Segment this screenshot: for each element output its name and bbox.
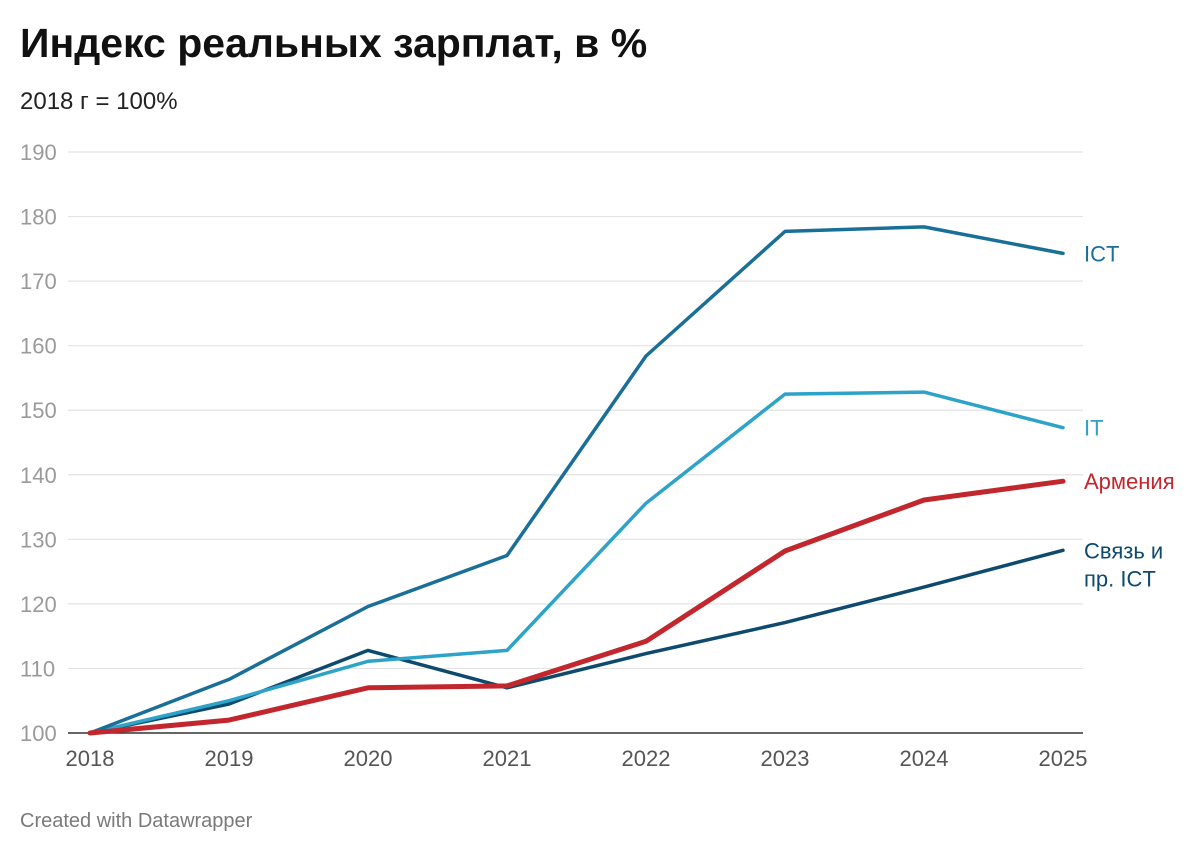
series-line-1 <box>88 225 1065 735</box>
x-tick-label: 2018 <box>66 746 115 771</box>
y-tick-label: 190 <box>20 140 57 165</box>
x-tick-label: 2025 <box>1039 746 1088 771</box>
series-label-4: Связь и <box>1084 538 1163 563</box>
series-label-3: Армения <box>1084 469 1175 494</box>
x-tick-label: 2019 <box>205 746 254 771</box>
y-tick-label: 170 <box>20 269 57 294</box>
series-labels: ICT IT Армения Связь и пр. ICT <box>1084 241 1175 591</box>
series-label-4: пр. ICT <box>1084 566 1156 591</box>
series-label-2: IT <box>1084 416 1104 441</box>
y-tick-label: 110 <box>20 656 55 681</box>
x-tick-label: 2024 <box>900 746 949 771</box>
series-line-3 <box>87 478 1066 736</box>
x-axis: 2018 2019 2020 2021 2022 2023 2024 2025 <box>66 746 1088 771</box>
y-tick-label: 100 <box>20 721 57 746</box>
y-tick-label: 130 <box>20 527 57 552</box>
x-tick-label: 2022 <box>622 746 671 771</box>
chart-subtitle: 2018 г = 100% <box>20 88 178 115</box>
y-tick-label: 180 <box>20 205 57 230</box>
y-axis: 100 110 120 130 140 150 160 170 180 190 <box>20 140 57 746</box>
chart-title: Индекс реальных зарплат, в % <box>20 20 648 66</box>
y-tick-label: 140 <box>20 463 57 488</box>
y-tick-label: 150 <box>20 398 57 423</box>
x-tick-label: 2021 <box>483 746 532 771</box>
x-tick-label: 2023 <box>761 746 810 771</box>
series-lines <box>87 225 1066 736</box>
x-tick-label: 2020 <box>344 746 393 771</box>
grid-lines <box>68 151 1083 734</box>
y-tick-label: 160 <box>20 334 57 359</box>
y-tick-label: 120 <box>20 592 57 617</box>
series-label-1: ICT <box>1084 241 1119 266</box>
series-line-2 <box>88 390 1065 735</box>
credit-footer: Created with Datawrapper <box>20 810 253 832</box>
